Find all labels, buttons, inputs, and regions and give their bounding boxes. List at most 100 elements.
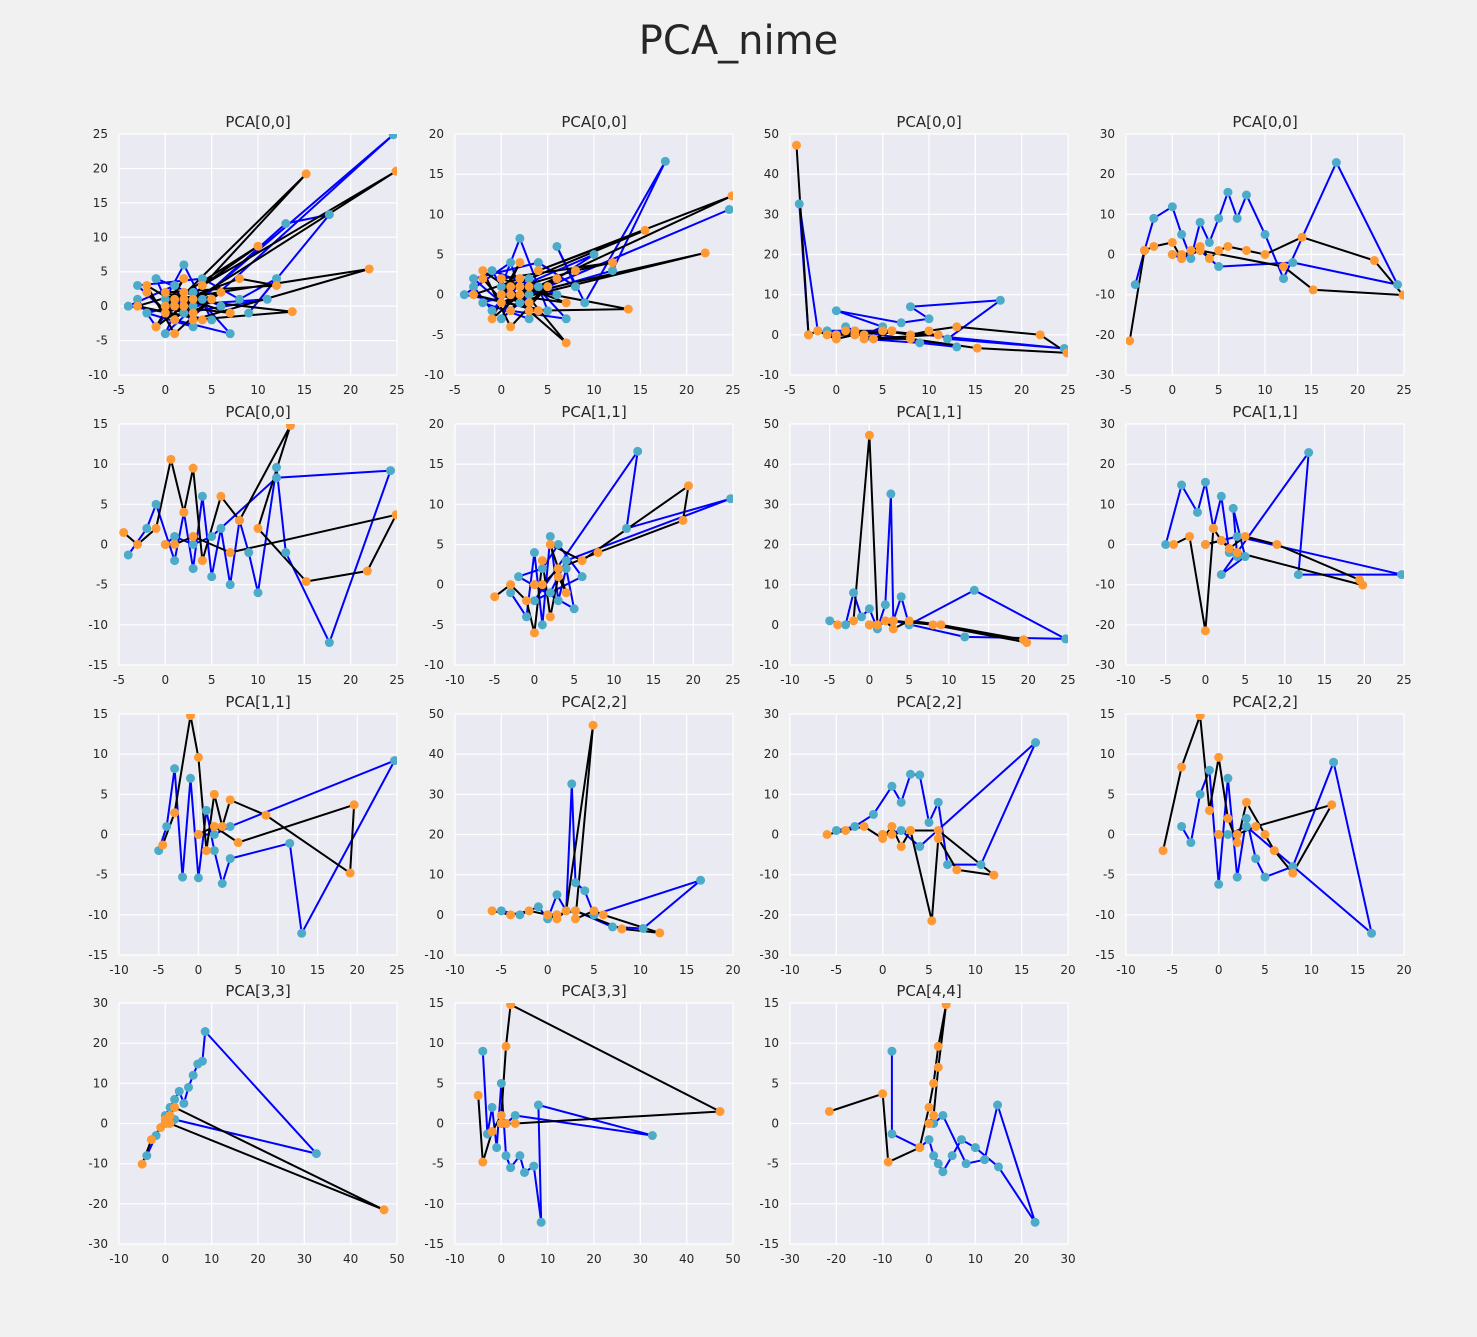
x-tick-label: 5	[234, 963, 242, 977]
x-tick-label: 0	[1215, 963, 1223, 977]
series-1-point	[1130, 280, 1140, 290]
series-1-point	[1216, 570, 1226, 580]
y-tick-label: -10	[759, 1197, 779, 1211]
x-tick-label: 25	[1396, 673, 1411, 687]
x-tick-label: 0	[162, 1252, 170, 1266]
x-tick-label: -5	[449, 383, 461, 397]
y-tick-label: 15	[429, 167, 444, 181]
x-tick-label: -20	[827, 1252, 847, 1266]
x-tick-label: -5	[113, 383, 125, 397]
series-1-point	[533, 258, 543, 268]
series-2-point	[905, 334, 915, 344]
series-2-point	[521, 596, 531, 606]
y-tick-label: 10	[429, 1036, 444, 1050]
x-tick-label: -10	[1116, 673, 1136, 687]
series-2-point	[623, 304, 633, 314]
series-2-point	[490, 592, 500, 602]
x-tick-label: 10	[1304, 963, 1319, 977]
series-1-point	[390, 756, 397, 766]
plot-area	[119, 424, 397, 648]
series-1-point	[577, 572, 587, 582]
series-1-point	[1228, 503, 1238, 513]
series-1-point	[506, 258, 516, 268]
plot-area	[473, 1003, 725, 1227]
x-tick-label: 20	[1014, 1252, 1029, 1266]
plot-area	[459, 156, 733, 348]
series-1-point	[929, 1151, 939, 1161]
y-tick-label: 30	[764, 497, 779, 511]
series-1-point	[501, 1151, 511, 1161]
series-1-point	[478, 1046, 488, 1056]
series-1-point	[324, 638, 334, 648]
series-1-point	[896, 318, 906, 328]
series-2-point	[929, 1078, 939, 1088]
y-tick-label: -5	[432, 328, 444, 342]
y-tick-label: 10	[93, 1076, 108, 1090]
series-2-point	[1126, 336, 1135, 346]
series-2-point	[515, 282, 525, 292]
series-1-point	[943, 860, 953, 870]
x-tick-label: 5	[544, 383, 552, 397]
x-tick-label: -10	[109, 1252, 129, 1266]
series-2-point	[1200, 540, 1210, 549]
x-tick-label: -5	[830, 963, 842, 977]
series-2-point	[179, 287, 189, 297]
series-2-point	[570, 906, 580, 916]
series-2-point	[878, 1089, 888, 1099]
series-2-point	[487, 1127, 497, 1137]
x-tick-label: -5	[1166, 963, 1178, 977]
series-1-point	[537, 620, 547, 630]
series-1-point	[1393, 280, 1403, 290]
series-2-point	[524, 906, 534, 916]
series-2-point	[506, 322, 516, 332]
x-tick-label: 10	[941, 673, 956, 687]
series-1-point	[533, 902, 543, 912]
y-tick-label: 15	[93, 707, 108, 721]
series-1-point	[552, 241, 562, 251]
series-1-point	[179, 308, 189, 318]
series-1-point	[496, 314, 506, 324]
y-tick-label: 0	[1107, 828, 1115, 842]
series-2-point	[225, 308, 235, 318]
series-1-point	[1167, 202, 1177, 212]
series-2-point	[831, 330, 841, 340]
series-2-point	[896, 842, 906, 852]
series-1-point	[262, 294, 272, 304]
series-2-point	[272, 280, 282, 290]
x-tick-label: -5	[824, 673, 836, 687]
y-tick-labels: -10 0 10 20 30 40 50	[424, 707, 444, 962]
plot-area	[154, 714, 397, 938]
y-tick-label: 30	[1100, 127, 1115, 141]
series-2-point	[864, 620, 874, 630]
x-tick-label: -5	[1120, 383, 1132, 397]
series-1-point	[478, 298, 488, 308]
series-1-point	[841, 620, 851, 630]
x-tick-labels: -10 -5 0 5 10 15 20	[1116, 963, 1411, 977]
series-1-point	[487, 266, 497, 276]
series-2-point	[878, 830, 888, 839]
x-tick-label: 15	[297, 383, 312, 397]
series-1-point	[933, 797, 943, 807]
series-1-line	[157, 759, 396, 935]
y-tick-label: -10	[1095, 288, 1115, 302]
y-tick-labels: -15 -10 -5 0 5 10 15	[88, 707, 108, 962]
series-1-point	[188, 540, 198, 549]
y-tick-label: 40	[764, 167, 779, 181]
x-tick-labels: -5 0 5 10 15 20 25	[113, 383, 405, 397]
series-2-point	[972, 343, 982, 353]
y-tick-label: 50	[764, 127, 779, 141]
y-tick-label: -10	[759, 868, 779, 882]
series-2-point	[1269, 846, 1279, 856]
series-1-point	[896, 592, 906, 602]
series-2-point	[1214, 752, 1224, 762]
x-tick-labels: -5 0 5 10 15 20 25	[449, 383, 741, 397]
series-2-markers	[137, 1102, 389, 1215]
series-1-point	[225, 580, 235, 590]
series-2-point	[850, 326, 860, 336]
series-1-point	[133, 280, 143, 290]
series-1-point	[1331, 158, 1341, 168]
series-2-markers	[473, 1003, 725, 1167]
series-1-point	[905, 769, 915, 779]
